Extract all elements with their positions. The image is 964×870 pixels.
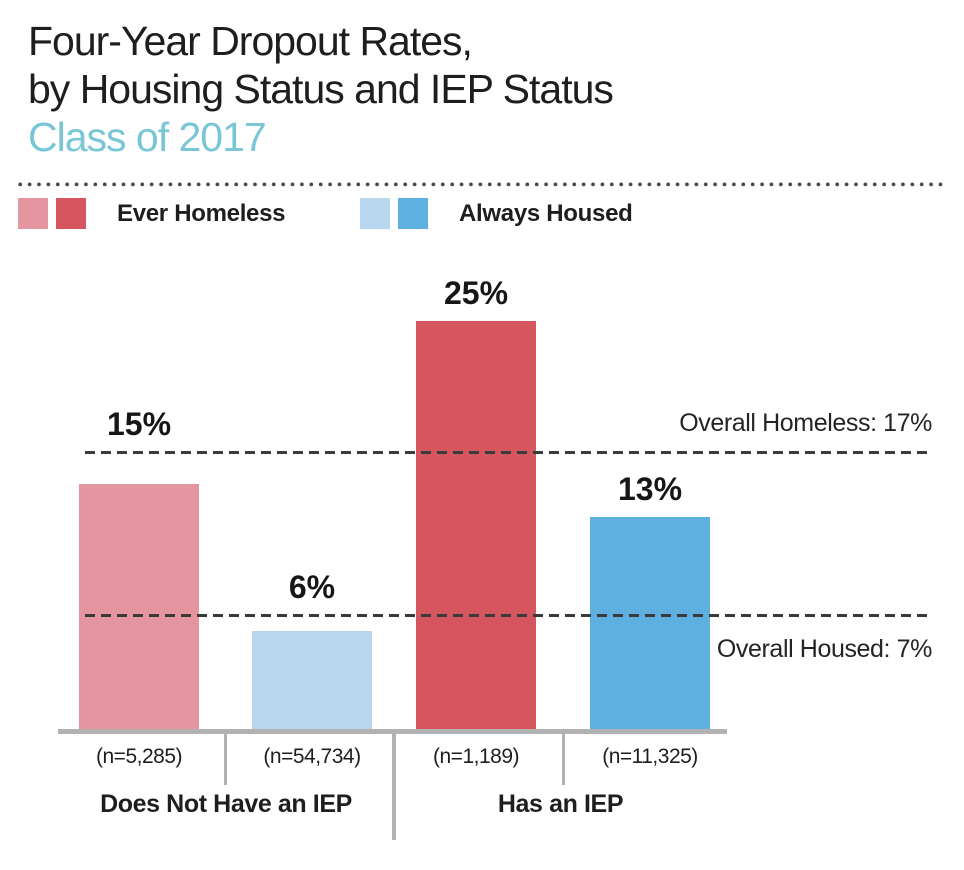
- chart-title-line2: by Housing Status and IEP Status: [28, 66, 614, 112]
- legend-label: Always Housed: [459, 199, 633, 227]
- legend-swatch-dark: [398, 198, 428, 229]
- chart-title-line1: Four-Year Dropout Rates,: [28, 18, 473, 64]
- bar-n-label: (n=54,734): [263, 745, 361, 768]
- reference-line-1: [85, 613, 930, 617]
- bar-value-label: 15%: [106, 405, 172, 442]
- legend-label: Ever Homeless: [117, 199, 286, 227]
- legend-swatch-dark: [56, 198, 86, 229]
- chart-header: Four-Year Dropout Rates, by Housing Stat…: [28, 17, 614, 161]
- legend-item-ever-homeless: Ever Homeless: [18, 198, 286, 229]
- group-label-does-not-have-an-iep: Does Not Have an IEP: [100, 790, 352, 818]
- legend-swatch-light: [18, 198, 48, 229]
- bar-ever-homeless-2: [416, 321, 536, 729]
- bar-value-label: 13%: [617, 470, 683, 507]
- group-label-has-an-iep: Has an IEP: [497, 790, 624, 818]
- legend-item-always-housed: Always Housed: [360, 198, 633, 229]
- reference-line-label: Overall Homeless: 17%: [679, 408, 932, 437]
- axis-tick: [224, 733, 227, 785]
- reference-line-0: [85, 450, 930, 454]
- bar-always-housed-3: [590, 516, 710, 729]
- axis-tick: [561, 733, 565, 785]
- reference-line-label: Overall Housed: 7%: [716, 634, 933, 663]
- bar-always-housed-1: [252, 631, 372, 729]
- x-axis-line: [58, 729, 727, 734]
- bar-n-label: (n=5,285): [96, 745, 182, 768]
- bar-ever-homeless-0: [79, 484, 199, 729]
- bar-n-label: (n=11,325): [602, 745, 698, 768]
- dotted-divider-rule: [18, 182, 946, 187]
- group-divider: [392, 733, 396, 840]
- bar-value-label: 25%: [443, 275, 509, 311]
- bar-value-label: 6%: [288, 568, 336, 605]
- chart-subtitle: Class of 2017: [28, 114, 267, 160]
- legend-swatch-light: [360, 198, 390, 229]
- bar-n-label: (n=1,189): [433, 745, 519, 768]
